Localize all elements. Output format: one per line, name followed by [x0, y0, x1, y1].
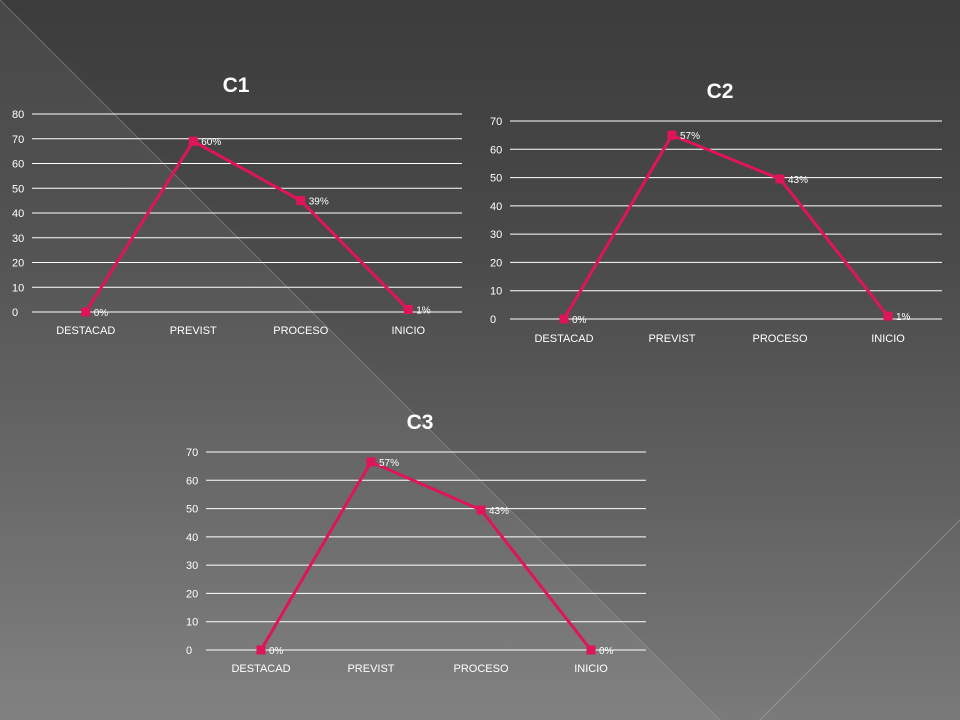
data-point-marker: [256, 645, 266, 655]
y-tick-label: 40: [12, 208, 24, 220]
y-tick-label: 30: [186, 560, 198, 572]
chart-c2: C2 0 10 20 30 40 50 60 70 DESTACAD PREVIST PROCESO I…: [490, 80, 942, 345]
chart-title: C3: [407, 411, 434, 434]
y-tick-label: 10: [490, 286, 502, 298]
y-tick-label: 40: [490, 201, 502, 213]
y-tick-label: 40: [186, 532, 198, 544]
x-tick-label: PREVIST: [170, 325, 217, 337]
data-point-marker: [296, 196, 306, 206]
y-tick-label: 60: [12, 159, 24, 171]
chart-title: C2: [707, 80, 734, 103]
x-tick-label: PREVIST: [648, 333, 695, 345]
data-point-marker: [667, 130, 677, 140]
y-tick-label: 0: [12, 307, 18, 319]
data-label: 60%: [201, 137, 221, 148]
x-tick-label: PROCESO: [752, 333, 807, 345]
y-tick-label: 20: [12, 258, 24, 270]
data-point-marker: [366, 457, 376, 467]
y-tick-label: 0: [186, 645, 192, 657]
x-tick-label: DESTACAD: [56, 325, 115, 337]
chart-title: C1: [223, 74, 250, 97]
y-tick-label: 50: [12, 183, 24, 195]
y-tick-label: 20: [490, 257, 502, 269]
x-tick-label: INICIO: [574, 663, 608, 675]
data-label: 1%: [416, 306, 431, 317]
chart-c1: C1 0 10 20 30 40 50 60 70 80 DESTACAD PREVIST PROCES…: [12, 74, 462, 337]
chart-c3: C3 0 10 20 30 40 50 60 70 DESTACAD PREVIST PROCESO I…: [186, 411, 646, 675]
data-label: 43%: [788, 175, 808, 186]
data-point-marker: [883, 311, 893, 321]
data-point-marker: [81, 307, 91, 317]
y-tick-label: 80: [12, 109, 24, 121]
y-tick-label: 70: [490, 116, 502, 128]
y-tick-label: 50: [490, 173, 502, 185]
data-label: 0%: [572, 315, 587, 326]
x-tick-label: DESTACAD: [534, 333, 593, 345]
background-diagonal-line: [0, 0, 721, 720]
data-label: 0%: [269, 646, 284, 657]
x-tick-label: PROCESO: [453, 663, 508, 675]
x-tick-label: PROCESO: [273, 325, 328, 337]
data-label: 0%: [599, 646, 614, 657]
y-tick-label: 10: [186, 617, 198, 629]
series-line: [84, 139, 410, 313]
x-tick-label: DESTACAD: [231, 663, 290, 675]
y-tick-label: 60: [490, 144, 502, 156]
y-tick-label: 30: [12, 233, 24, 245]
data-label: 0%: [94, 308, 109, 319]
y-tick-label: 0: [490, 314, 496, 326]
data-point-marker: [188, 136, 198, 146]
data-point-marker: [403, 305, 413, 315]
y-tick-label: 70: [12, 134, 24, 146]
data-point-marker: [476, 505, 486, 515]
data-label: 57%: [379, 458, 399, 469]
data-label: 1%: [896, 312, 911, 323]
background-corner-line: [759, 519, 960, 720]
y-tick-label: 60: [186, 475, 198, 487]
y-tick-label: 70: [186, 447, 198, 459]
y-tick-label: 10: [12, 282, 24, 294]
data-label: 43%: [489, 506, 509, 517]
series-line: [259, 460, 593, 651]
x-tick-label: PREVIST: [347, 663, 394, 675]
data-point-marker: [586, 645, 596, 655]
data-point-marker: [559, 314, 569, 324]
data-point-marker: [775, 174, 785, 184]
x-tick-label: INICIO: [391, 325, 425, 337]
y-tick-label: 30: [490, 229, 502, 241]
x-tick-label: INICIO: [871, 333, 905, 345]
y-tick-label: 20: [186, 588, 198, 600]
data-label: 57%: [680, 131, 700, 142]
data-label: 39%: [309, 197, 329, 208]
series-line: [562, 133, 890, 320]
y-tick-label: 50: [186, 504, 198, 516]
